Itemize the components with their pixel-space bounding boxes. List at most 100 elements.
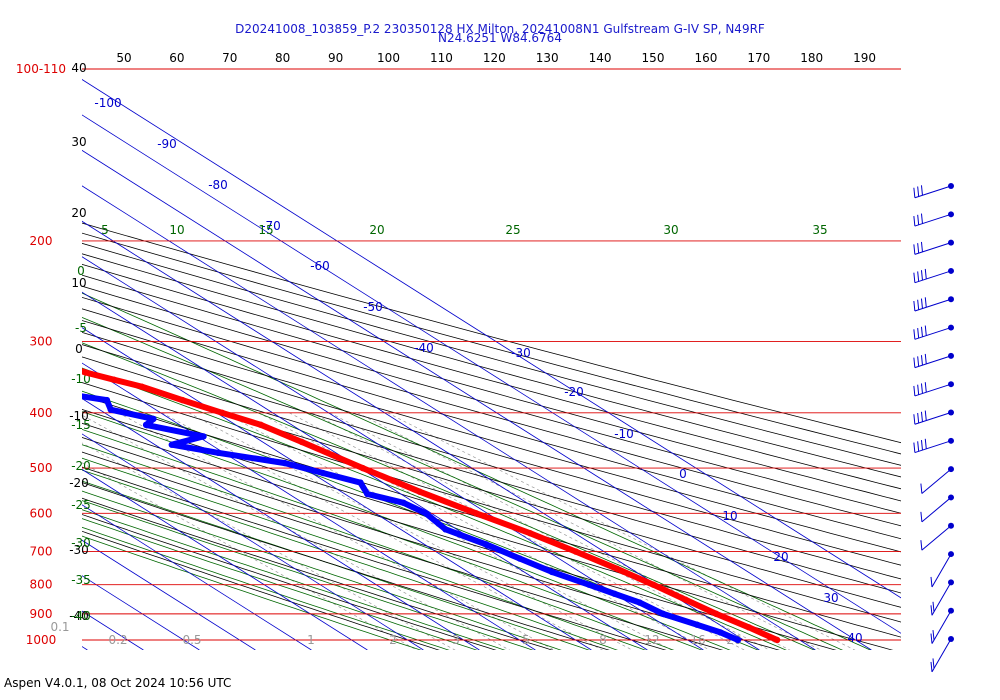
dry-adiabat-line [82,422,837,650]
temperature-point [257,421,265,429]
wind-barb-flag [920,355,923,366]
isotherm-label: -50 [363,300,383,314]
wind-barb-flag [913,272,916,283]
dry-adiabat-line [82,482,610,650]
isotherm-line [82,433,424,650]
wind-barb-flag [924,325,927,336]
isotherm-line [82,362,536,650]
moist-adiabat-line [82,469,618,650]
temperature-point [36,354,42,360]
isotherm-label: 20 [773,550,788,564]
top-axis-label: 100 [377,51,400,65]
dewpoint-point [319,469,327,477]
temperature-point [218,409,226,416]
isotherm-line [82,220,760,650]
dewpoint-point [150,415,157,423]
moist-adiabat-label: 30 [663,223,678,237]
left-axis-label: -40 [69,609,89,623]
moist-adiabat-label: 5 [101,223,109,237]
isotherm-label: 30 [823,591,838,605]
isotherm-label: -100 [94,96,121,110]
dewpoint-point [548,568,556,576]
top-axis-label: 70 [222,51,237,65]
mixing-ratio-line [188,412,633,650]
moist-adiabat-line [82,535,422,650]
wind-barb-flag [920,511,923,522]
dry-adiabat-line [82,382,901,623]
pressure-label: 300 [30,334,53,348]
top-axis-label: 140 [589,51,612,65]
wind-barb-staff [914,327,952,340]
temperature-profile-line [82,368,779,643]
temperature-point [745,624,752,631]
wind-barb [930,636,954,673]
left-axis-label: 0 [75,342,83,356]
moist-adiabat-label: -30 [71,536,91,550]
wind-barb [913,267,954,284]
wind-barb-flag [932,630,935,641]
wind-barb-flag [932,658,935,669]
moist-adiabat-line [82,444,675,650]
wind-barb-flag [930,605,933,616]
moist-adiabat-line [82,500,534,650]
moist-adiabat-line [82,526,450,650]
isotherm-label: -40 [414,341,434,355]
wind-barb-staff [931,610,952,644]
temperature-point [82,369,89,376]
dry-adiabat-line [82,296,901,527]
isotherm-label: 40 [847,631,862,645]
wind-barb-flag [930,576,933,588]
moist-adiabat-label: 0 [77,264,85,278]
pressure-label: 400 [30,406,53,420]
top-axis-label: 170 [747,51,770,65]
wind-barb-flag [920,270,923,281]
temperature-point [179,396,186,404]
dewpoint-point [442,526,449,533]
wind-barb [913,324,954,340]
isotherm-label: -10 [614,427,634,441]
wind-barb-flag [920,383,923,394]
isotherm-line [82,610,144,650]
dewpoint-point [10,373,16,379]
wind-barb-staff [931,553,952,588]
dry-adiabat-line [82,320,901,553]
moist-adiabat-line [82,316,844,650]
isotherm-line [82,256,704,650]
dewpoint-point [693,621,701,628]
isotherm-label: -90 [157,137,177,151]
top-axis-label: 180 [800,51,823,65]
isotherm-label: -30 [511,346,531,360]
wind-barb-flag [917,271,920,282]
wind-barb-flag [920,483,923,494]
top-axis-label: 130 [536,51,559,65]
wind-barb-staff [914,242,952,255]
moist-adiabat-line [82,480,590,650]
isotherm-label: 10 [722,509,737,523]
wind-barb-flag [917,384,920,395]
temperature-point [359,464,366,472]
pressure-label: 200 [30,234,53,248]
isotherm-label: -80 [208,178,228,192]
wind-barb-staff [921,497,952,523]
dewpoint-point [482,541,490,548]
dewpoint-point [142,421,150,429]
top-axis-label: 120 [483,51,506,65]
wind-barb-staff [931,638,952,673]
temperature-point [473,510,480,517]
dry-adiabat-line [82,514,497,650]
mixing-ratio-line [82,414,511,650]
wind-barb-staff [914,383,952,397]
wind-barb [913,409,954,425]
mixing-ratio-line [223,412,673,650]
isotherm-line [82,79,901,599]
temperature-point [298,438,306,446]
temperature-point [713,610,720,618]
top-axis-label: 80 [275,51,290,65]
dewpoint-point [281,459,289,467]
isotherm-label: -60 [310,259,330,273]
wind-barb [920,522,954,551]
isotherm-line [82,504,312,650]
wind-barb [913,211,954,227]
isotherm-line [82,149,872,650]
